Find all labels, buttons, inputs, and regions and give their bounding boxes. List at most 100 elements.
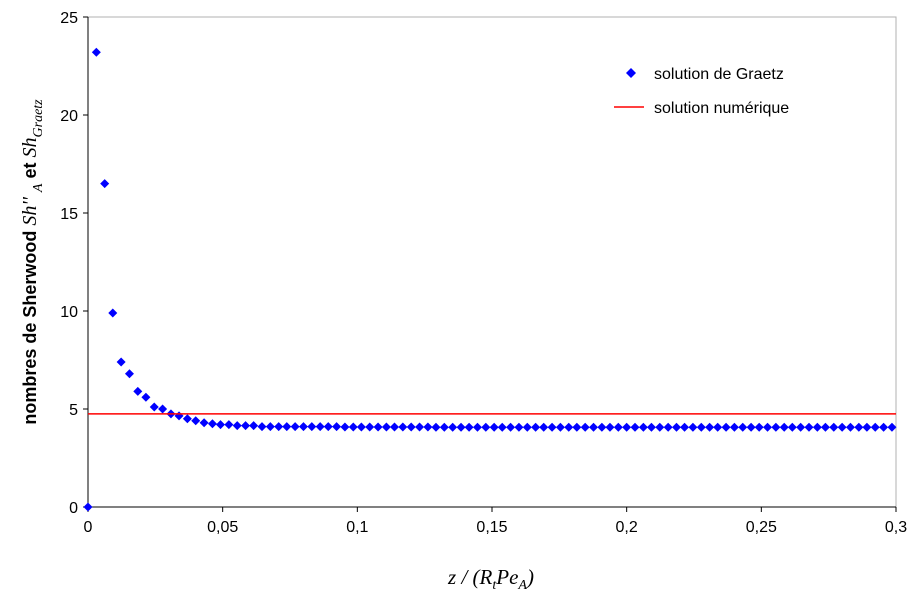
x-tick-label: 0,15 bbox=[476, 519, 507, 536]
data-point-graetz bbox=[688, 422, 698, 432]
y-axis-label-sh1: Sh'' bbox=[19, 192, 41, 226]
data-point-graetz bbox=[108, 308, 118, 318]
y-tick-label: 20 bbox=[60, 108, 78, 125]
plot-area bbox=[87, 16, 897, 508]
data-point-graetz bbox=[663, 422, 673, 432]
data-point-graetz bbox=[472, 422, 482, 432]
data-point-graetz bbox=[191, 416, 201, 426]
data-point-graetz bbox=[829, 422, 839, 432]
data-point-graetz bbox=[489, 422, 499, 432]
data-point-graetz bbox=[315, 422, 325, 432]
data-point-graetz bbox=[845, 422, 855, 432]
data-point-graetz bbox=[141, 392, 151, 402]
data-point-graetz bbox=[415, 422, 425, 432]
data-point-graetz bbox=[580, 422, 590, 432]
data-point-graetz bbox=[497, 422, 507, 432]
data-point-graetz bbox=[646, 422, 656, 432]
data-point-graetz bbox=[522, 422, 532, 432]
y-axis-label-sh2: Sh bbox=[19, 137, 41, 157]
data-point-graetz bbox=[531, 422, 541, 432]
data-point-graetz bbox=[398, 422, 408, 432]
data-point-graetz bbox=[854, 422, 864, 432]
x-axis-label-mid: Pe bbox=[495, 565, 518, 589]
data-point-graetz bbox=[630, 422, 640, 432]
data-point-graetz bbox=[597, 422, 607, 432]
data-point-graetz bbox=[721, 422, 731, 432]
data-point-graetz bbox=[116, 357, 126, 367]
data-point-graetz bbox=[887, 422, 897, 432]
data-point-graetz bbox=[564, 422, 574, 432]
data-point-graetz bbox=[680, 422, 690, 432]
data-point-graetz bbox=[448, 422, 458, 432]
data-point-graetz bbox=[713, 422, 723, 432]
data-point-graetz bbox=[605, 422, 615, 432]
data-point-graetz bbox=[638, 422, 648, 432]
data-point-graetz bbox=[555, 422, 565, 432]
data-point-graetz bbox=[572, 422, 582, 432]
data-point-graetz bbox=[365, 422, 375, 432]
y-axis-label-sh1-sub: A bbox=[31, 183, 46, 193]
data-point-graetz bbox=[307, 422, 317, 432]
data-point-graetz bbox=[257, 422, 267, 432]
y-axis-label-prefix: nombres de Sherwood bbox=[20, 226, 40, 425]
data-point-graetz bbox=[804, 422, 814, 432]
data-point-graetz bbox=[356, 422, 366, 432]
data-point-graetz bbox=[298, 422, 308, 432]
legend-marker-graetz bbox=[626, 68, 636, 78]
legend-label-numerique: solution numérique bbox=[654, 100, 789, 117]
data-point-graetz bbox=[456, 422, 466, 432]
x-tick-label: 0,3 bbox=[885, 519, 907, 536]
data-point-graetz bbox=[796, 422, 806, 432]
y-tick-label: 25 bbox=[60, 10, 78, 27]
data-point-graetz bbox=[323, 422, 333, 432]
data-point-graetz bbox=[249, 421, 259, 431]
data-point-graetz bbox=[207, 419, 217, 429]
data-point-graetz bbox=[655, 422, 665, 432]
y-tick-label: 15 bbox=[60, 206, 78, 223]
x-tick-label: 0,05 bbox=[207, 519, 238, 536]
data-point-graetz bbox=[862, 422, 872, 432]
data-point-graetz bbox=[705, 422, 715, 432]
data-point-graetz bbox=[746, 422, 756, 432]
y-axis-label: nombres de Sherwood Sh'' A et ShGraetz bbox=[19, 99, 46, 425]
data-marks bbox=[83, 47, 897, 512]
data-point-graetz bbox=[149, 402, 159, 412]
legend-label-graetz: solution de Graetz bbox=[654, 66, 784, 83]
data-point-graetz bbox=[373, 422, 383, 432]
data-point-graetz bbox=[696, 422, 706, 432]
data-point-graetz bbox=[431, 422, 441, 432]
data-point-graetz bbox=[787, 422, 797, 432]
x-axis-label-suffix: ) bbox=[526, 565, 534, 589]
data-point-graetz bbox=[274, 422, 284, 432]
data-point-graetz bbox=[771, 422, 781, 432]
data-point-graetz bbox=[671, 422, 681, 432]
data-point-graetz bbox=[100, 179, 110, 189]
data-point-graetz bbox=[423, 422, 433, 432]
data-point-graetz bbox=[763, 422, 773, 432]
data-point-graetz bbox=[820, 422, 830, 432]
data-point-graetz bbox=[837, 422, 847, 432]
y-axis-label-and: et bbox=[20, 157, 40, 183]
data-point-graetz bbox=[199, 418, 209, 428]
data-point-graetz bbox=[340, 422, 350, 432]
data-point-graetz bbox=[290, 422, 300, 432]
data-point-graetz bbox=[729, 422, 739, 432]
data-point-graetz bbox=[779, 422, 789, 432]
x-tick-label: 0,25 bbox=[746, 519, 777, 536]
x-axis-label: z / (RtPeA) bbox=[447, 565, 534, 593]
data-point-graetz bbox=[613, 422, 623, 432]
data-point-graetz bbox=[348, 422, 358, 432]
y-tick-label: 10 bbox=[60, 304, 78, 321]
x-tick-label: 0,2 bbox=[616, 519, 638, 536]
data-point-graetz bbox=[232, 421, 242, 431]
data-point-graetz bbox=[224, 420, 234, 430]
data-point-graetz bbox=[439, 422, 449, 432]
data-point-graetz bbox=[506, 422, 516, 432]
data-point-graetz bbox=[589, 422, 599, 432]
axes: 0 5 10 15 20 25 0 0,05 0,1 0,15 0,2 0,25 0,3 bbox=[60, 10, 907, 536]
data-point-graetz bbox=[282, 422, 292, 432]
data-point-graetz bbox=[381, 422, 391, 432]
data-point-graetz bbox=[133, 386, 143, 396]
x-axis-label-sub2: A bbox=[517, 578, 527, 593]
